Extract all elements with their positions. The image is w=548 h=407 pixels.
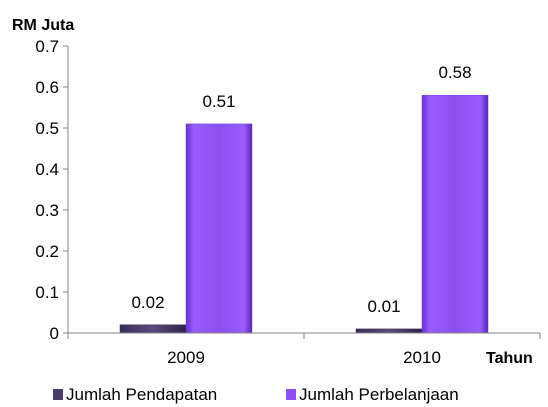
x-axis: 2009 2010: [67, 333, 541, 367]
y-tick-label: 0.7: [35, 37, 59, 56]
y-tick-label: 0.5: [35, 119, 59, 138]
y-tick-label: 0.4: [35, 160, 59, 179]
bar-jumlah-pendapatan-2009: [119, 324, 187, 334]
bars: [119, 94, 489, 334]
legend-swatch: [53, 389, 63, 400]
bar-jumlah-pendapatan-2010: [355, 328, 423, 334]
y-tick-label: 0.1: [35, 283, 59, 302]
data-label: 0.01: [367, 297, 400, 316]
y-axis-title: RM Juta: [12, 17, 74, 34]
legend-label: Jumlah Perbelanjaan: [299, 385, 459, 404]
x-tick-label: 2010: [403, 348, 441, 367]
y-tick-label: 0.3: [35, 201, 59, 220]
x-tick-label: 2009: [167, 348, 205, 367]
y-tick-label: 0: [50, 324, 59, 343]
legend-swatch: [286, 389, 296, 400]
bar-jumlah-perbelanjaan-2010: [421, 94, 489, 334]
data-label: 0.51: [202, 92, 235, 111]
data-label: 0.58: [438, 63, 471, 82]
legend-label: Jumlah Pendapatan: [66, 385, 217, 404]
bar-jumlah-perbelanjaan-2009: [185, 123, 253, 334]
y-tick-label: 0.6: [35, 78, 59, 97]
x-axis-title: Tahun: [486, 350, 533, 367]
y-tick-label: 0.2: [35, 242, 59, 261]
data-labels: 0.02 0.51 0.01 0.58: [131, 63, 471, 316]
legend: Jumlah Pendapatan Jumlah Perbelanjaan: [53, 385, 459, 404]
y-axis: 0 0.1 0.2 0.3 0.4 0.5 0.6 0.7: [35, 37, 68, 343]
data-label: 0.02: [131, 293, 164, 312]
